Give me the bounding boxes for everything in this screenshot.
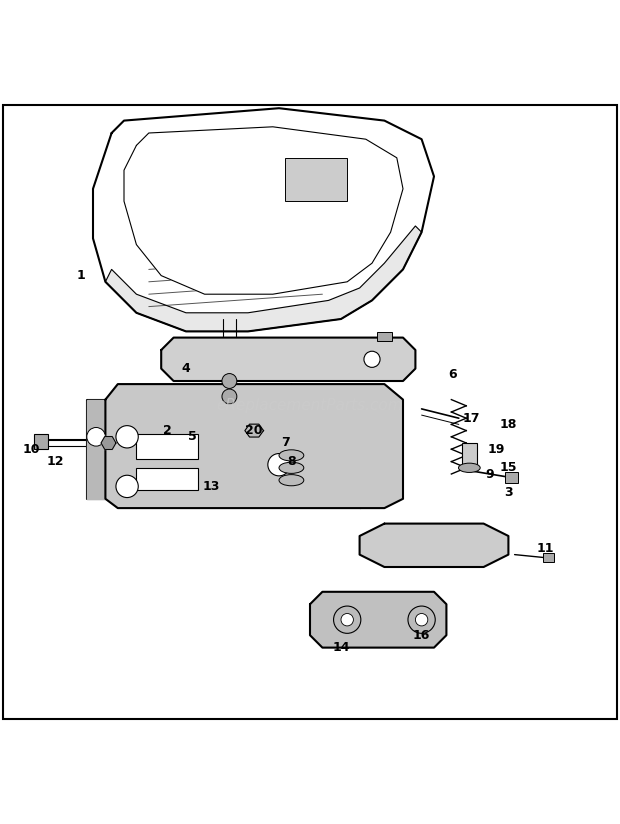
Circle shape bbox=[415, 614, 428, 626]
Text: 18: 18 bbox=[500, 418, 517, 431]
Text: 4: 4 bbox=[182, 362, 190, 375]
Text: 19: 19 bbox=[487, 442, 505, 456]
Polygon shape bbox=[105, 226, 422, 331]
Text: 13: 13 bbox=[202, 480, 219, 493]
Text: 15: 15 bbox=[500, 461, 517, 475]
Bar bbox=[136, 468, 198, 489]
Circle shape bbox=[222, 389, 237, 404]
Bar bbox=[34, 433, 48, 449]
Bar bbox=[462, 443, 477, 465]
Circle shape bbox=[268, 453, 290, 476]
Text: 10: 10 bbox=[22, 442, 40, 456]
Text: 16: 16 bbox=[413, 629, 430, 642]
Text: 9: 9 bbox=[485, 467, 494, 480]
Text: 14: 14 bbox=[332, 641, 350, 654]
Text: 17: 17 bbox=[463, 412, 480, 424]
Text: 20: 20 bbox=[246, 424, 263, 437]
Bar bbox=[285, 158, 347, 201]
Bar bbox=[377, 332, 392, 340]
Polygon shape bbox=[360, 523, 508, 567]
Bar bbox=[505, 472, 518, 484]
Text: 8: 8 bbox=[287, 455, 296, 468]
Bar bbox=[542, 553, 554, 562]
Polygon shape bbox=[245, 424, 264, 437]
Ellipse shape bbox=[279, 475, 304, 486]
Polygon shape bbox=[105, 384, 403, 508]
Polygon shape bbox=[87, 400, 105, 499]
Text: 3: 3 bbox=[504, 486, 513, 499]
Bar bbox=[136, 433, 198, 458]
Text: 1: 1 bbox=[76, 269, 85, 282]
Text: 7: 7 bbox=[281, 437, 290, 450]
Ellipse shape bbox=[279, 462, 304, 473]
Circle shape bbox=[116, 426, 138, 448]
Circle shape bbox=[222, 373, 237, 388]
Circle shape bbox=[341, 614, 353, 626]
Polygon shape bbox=[310, 592, 446, 648]
Ellipse shape bbox=[279, 450, 304, 461]
Text: 5: 5 bbox=[188, 430, 197, 443]
Circle shape bbox=[364, 351, 380, 368]
Text: 2: 2 bbox=[163, 424, 172, 437]
Polygon shape bbox=[101, 437, 116, 449]
Polygon shape bbox=[124, 127, 403, 294]
Circle shape bbox=[116, 475, 138, 498]
Text: 11: 11 bbox=[537, 542, 554, 555]
Circle shape bbox=[334, 606, 361, 634]
Text: 12: 12 bbox=[47, 455, 64, 468]
Ellipse shape bbox=[459, 463, 481, 472]
Polygon shape bbox=[161, 338, 415, 381]
Text: eReplacementParts.com: eReplacementParts.com bbox=[216, 398, 404, 414]
Circle shape bbox=[87, 428, 105, 446]
Polygon shape bbox=[93, 108, 434, 331]
Text: 6: 6 bbox=[448, 368, 457, 382]
Circle shape bbox=[408, 606, 435, 634]
